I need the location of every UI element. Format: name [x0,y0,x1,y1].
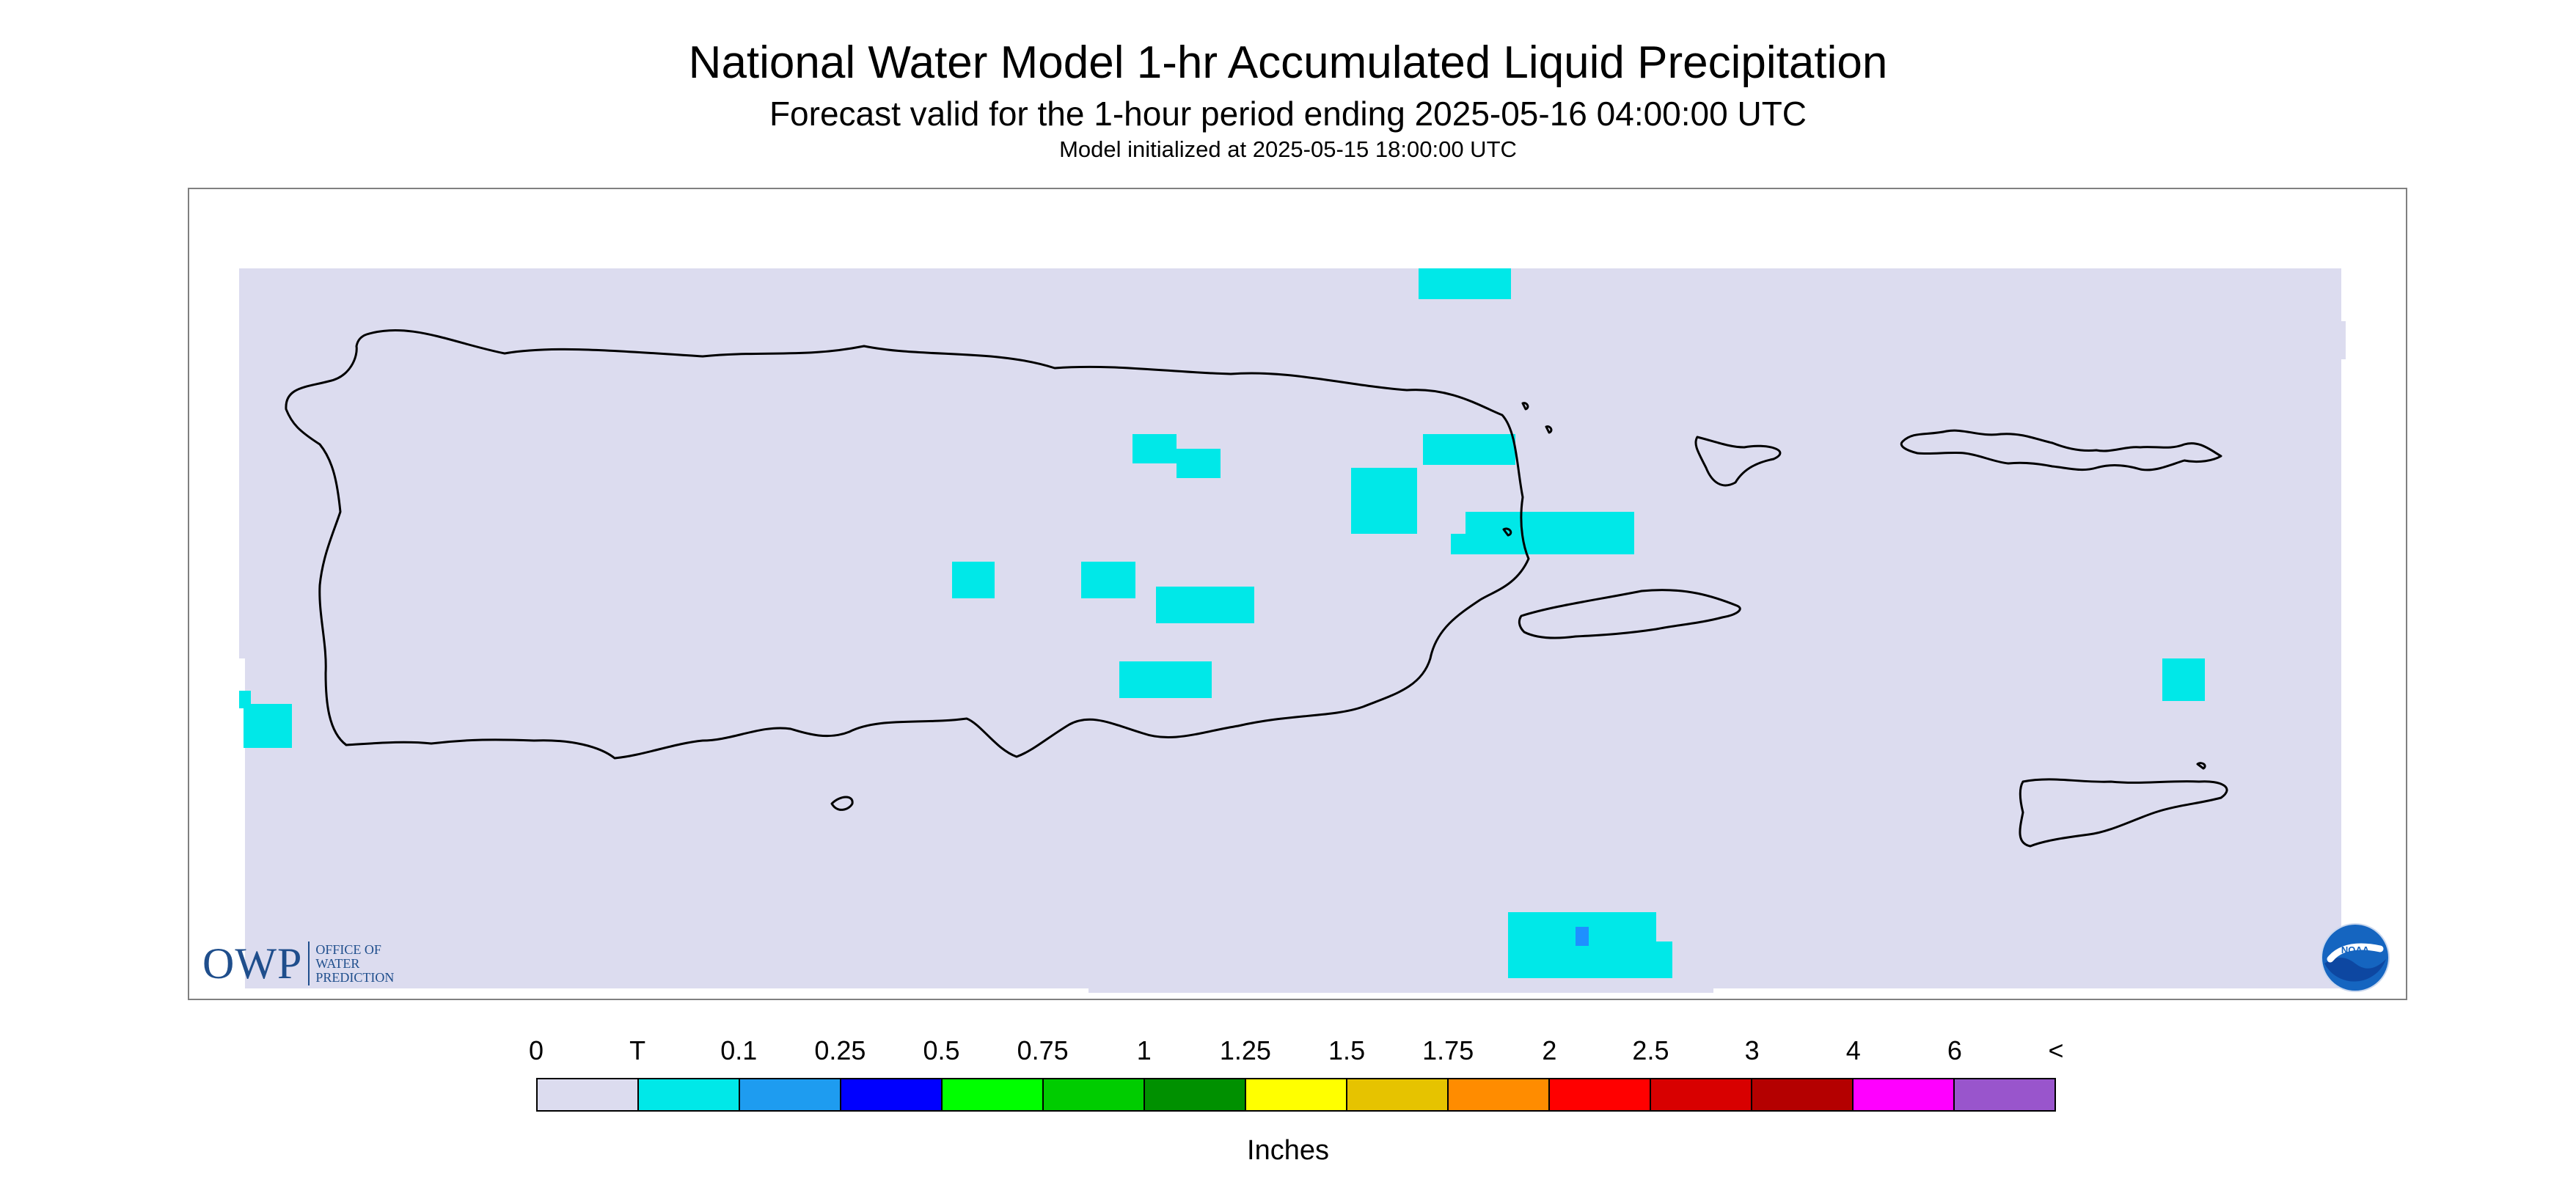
coastline-cay-1 [1521,402,1529,411]
colorbar-units-label: Inches [1247,1135,1329,1166]
owp-logo-line-2: Water [315,955,360,971]
coastlines [285,328,2228,848]
colorbar-tick-label: 0.25 [814,1035,866,1065]
colorbar-swatch [1651,1079,1752,1110]
colorbar-swatch [538,1079,639,1110]
precip-cell-trace [244,704,292,748]
colorbar-tick-label: 2 [1542,1035,1557,1065]
owp-logo-divider [308,941,310,985]
owp-logo-line-1: Office of [315,941,381,957]
precip-cell-trace [1177,449,1221,478]
colorbar-tick-label: T [629,1035,646,1065]
colorbar-swatch [943,1079,1044,1110]
map-title: National Water Model 1-hr Accumulated Li… [688,37,1888,88]
coastline-puerto-rico [285,328,1530,760]
colorbar-swatch [1246,1079,1347,1110]
coastline-cay-3 [1502,527,1512,537]
coastline-cay-4 [2196,762,2206,770]
colorbar-swatch [1449,1079,1550,1110]
precip-cell-trace [1419,268,1511,299]
owp-logo-letters: OWP [202,939,303,988]
colorbar-swatch [1044,1079,1145,1110]
colorbar-tick-label: 0 [528,1035,544,1065]
coastline-vieques [1518,589,1741,639]
forecast-valid-subtitle: Forecast valid for the 1-hour period end… [769,95,1807,133]
map-frame: OWP Office of Water Prediction NOAA [188,188,2407,1000]
colorbar-swatch [1145,1079,1246,1110]
precip-cell-trace [1351,468,1417,534]
colorbar-swatch [639,1079,740,1110]
precip-cell-trace [1451,534,1554,554]
colorbar-tick-label: 1.25 [1219,1035,1271,1065]
precip-field [239,268,2346,993]
colorbar-swatch [740,1079,841,1110]
coastline-st-thomas-st-john [1900,429,2222,471]
precip-cell-trace [952,562,995,598]
colorbar-tick-label: 1 [1136,1035,1152,1065]
colorbar-swatch [1752,1079,1854,1110]
coastline-islet-south [830,796,854,811]
colorbar-tick-label: 1.5 [1328,1035,1366,1065]
coastline-st-croix [2019,778,2228,848]
precip-cell-trace [1423,434,1515,465]
precip-cell-trace [1119,661,1212,698]
colorbar-swatch [1550,1079,1651,1110]
colorbar-tick-label: 2.5 [1632,1035,1669,1065]
noaa-logo-text: NOAA [2341,944,2370,955]
colorbar-swatch [1347,1079,1449,1110]
owp-logo-line-3: Prediction [315,969,395,985]
precip-cells [239,268,2205,978]
precip-cell-0.1 [1576,927,1589,946]
precip-cell-trace [1133,434,1177,463]
colorbar-tick-label: 0.5 [923,1035,960,1065]
precip-cell-trace [1156,587,1254,623]
colorbar-tick-label: 6 [1947,1035,1962,1065]
owp-logo-subtitle: Office of Water Prediction [315,941,395,985]
colorbar-tick-label: 3 [1744,1035,1760,1065]
precip-map [239,268,2346,993]
model-init-text: Model initialized at 2025-05-15 18:00:00… [1059,136,1517,162]
colorbar-tick-label: 0.75 [1017,1035,1069,1065]
precip-cell-trace [1508,941,1672,978]
noaa-logo: NOAA [2321,923,2390,992]
coastline-cay-2 [1545,425,1553,434]
owp-logo: OWP Office of Water Prediction [202,939,395,988]
colorbar-swatch [841,1079,943,1110]
coastline-culebra [1694,436,1782,487]
colorbar-tick-label: 4 [1845,1035,1861,1065]
precip-cell-trace [239,691,251,708]
precip-cell-trace [1081,562,1135,598]
precip-cell-trace [2162,658,2205,701]
colorbar-tick-label: < [2048,1035,2064,1065]
colorbar-swatch [1955,1079,2054,1110]
model-domain-field [239,268,2346,993]
colorbar-tick-label: 0.1 [720,1035,758,1065]
colorbar [536,1078,2056,1112]
colorbar-tick-label: 1.75 [1422,1035,1474,1065]
colorbar-swatch [1854,1079,1955,1110]
